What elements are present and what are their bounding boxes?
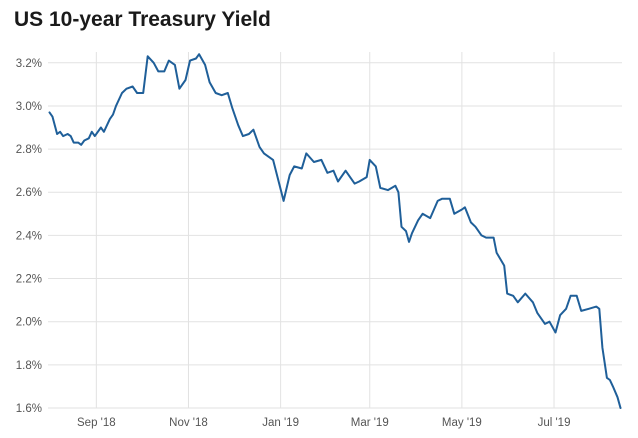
x-tick-label: Mar '19 <box>351 417 389 429</box>
y-tick-label: 3.2% <box>16 58 42 70</box>
y-gridlines <box>48 62 622 409</box>
x-axis-tick-labels: Sep '18 Nov '18 Jan '19 Mar '19 May '19 Jul '… <box>77 417 570 429</box>
y-tick-label: 1.8% <box>16 360 42 372</box>
y-tick-label: 2.2% <box>16 274 42 286</box>
y-tick-label: 2.8% <box>16 144 42 156</box>
y-axis-tick-labels: 1.6% 1.8% 2.0% 2.2% 2.4% 2.6% 2.8% 3.0% 3.2% <box>16 58 42 415</box>
x-tick-label: May '19 <box>442 417 482 429</box>
y-tick-label: 1.6% <box>16 403 42 415</box>
x-tick-label: Nov '18 <box>169 417 208 429</box>
x-tick-label: Jul '19 <box>538 417 571 429</box>
chart-title: US 10-year Treasury Yield <box>14 8 271 31</box>
y-tick-label: 2.4% <box>16 230 42 242</box>
x-gridlines <box>95 52 555 408</box>
x-tick-label: Jan '19 <box>262 417 299 429</box>
y-tick-label: 2.0% <box>16 317 42 329</box>
x-tick-label: Sep '18 <box>77 417 116 429</box>
y-tick-label: 2.6% <box>16 187 42 199</box>
y-tick-label: 3.0% <box>16 101 42 113</box>
yield-series-line <box>48 53 622 409</box>
